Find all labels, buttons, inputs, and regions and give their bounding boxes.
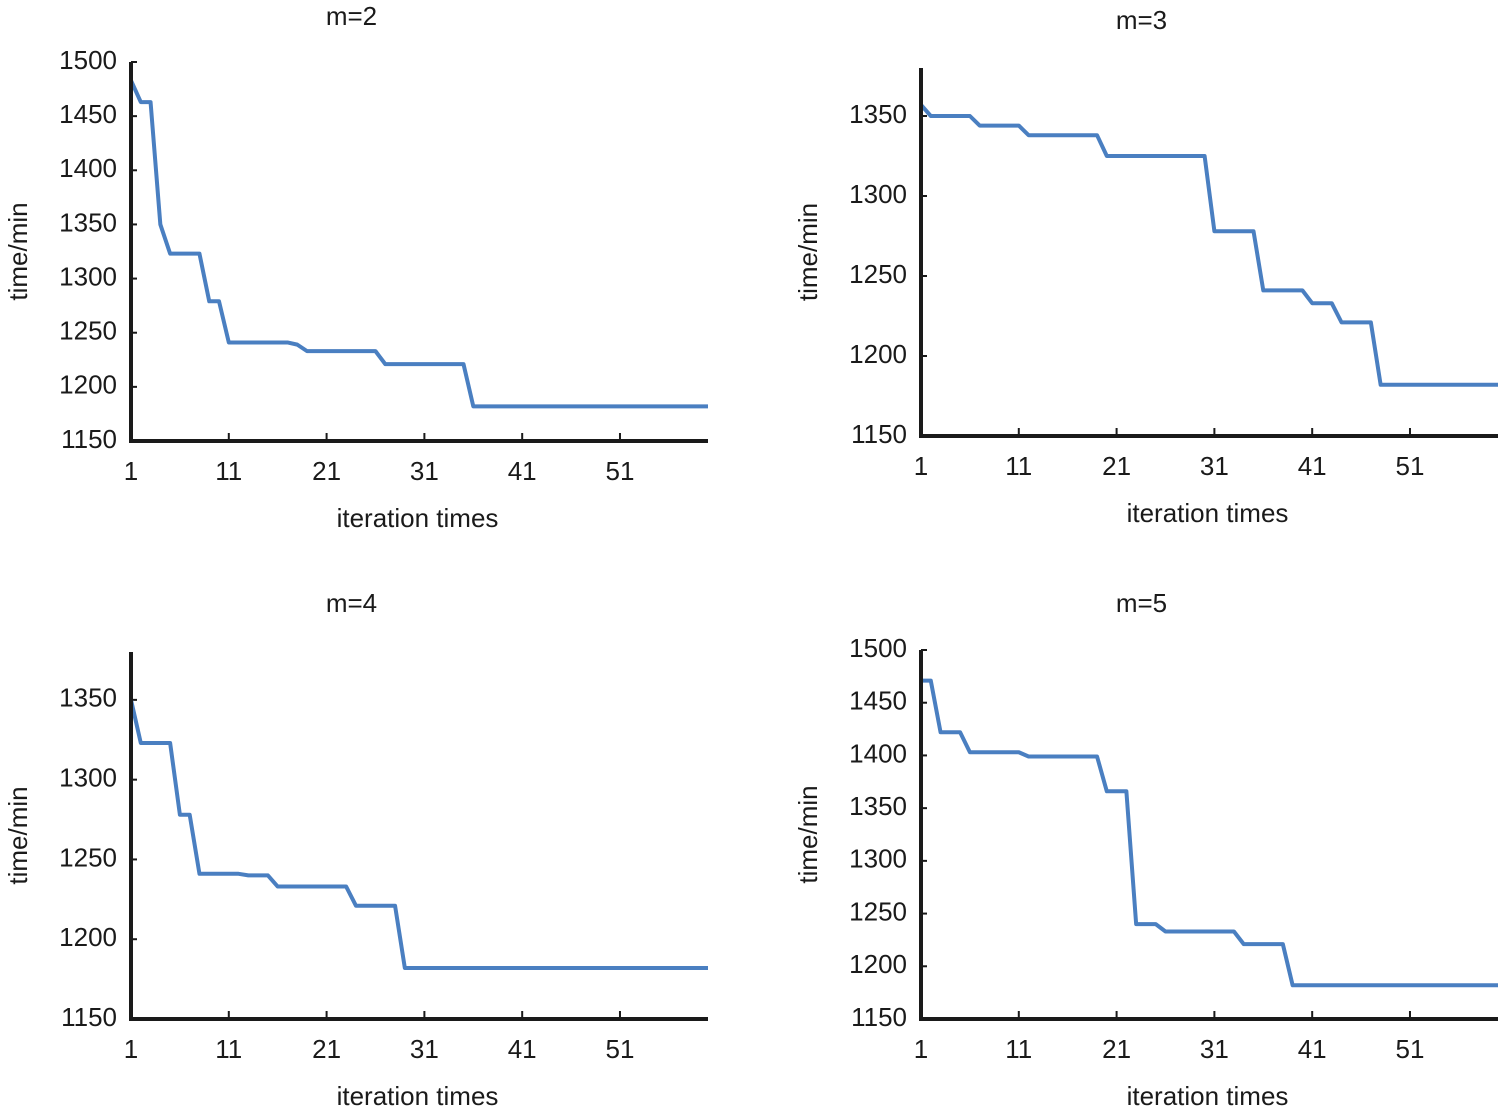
- y-tick-label: 1300: [849, 844, 907, 874]
- x-tick-label: 31: [410, 456, 439, 486]
- y-tick-label: 1300: [59, 763, 117, 793]
- x-tick-label: 31: [1200, 451, 1229, 481]
- y-tick-label: 1300: [849, 179, 907, 209]
- x-tick-label: 51: [1396, 1034, 1425, 1064]
- y-tick-label: 1400: [59, 153, 117, 183]
- y-tick-label: 1250: [849, 896, 907, 926]
- y-tick-label: 1200: [849, 949, 907, 979]
- y-tick-label: 1200: [849, 339, 907, 369]
- chart-title: m=5: [1116, 588, 1167, 618]
- x-tick-label: 51: [606, 1034, 635, 1064]
- x-tick-label: 1: [124, 456, 138, 486]
- y-tick-label: 1150: [61, 1002, 117, 1032]
- x-tick-label: 11: [215, 456, 242, 486]
- x-tick-label: 51: [606, 456, 635, 486]
- y-tick-label: 1150: [61, 424, 117, 454]
- axis-frame: [129, 652, 708, 1021]
- chart-title: m=2: [326, 1, 377, 31]
- y-axis-label: time/min: [3, 786, 33, 884]
- x-axis-label: iteration times: [337, 1081, 499, 1111]
- x-tick-label: 1: [124, 1034, 138, 1064]
- x-tick-label: 21: [312, 456, 341, 486]
- x-tick-label: 11: [1005, 1034, 1032, 1064]
- x-axis-label: iteration times: [1127, 1081, 1289, 1111]
- axis-frame: [919, 650, 1498, 1021]
- axis-frame: [919, 68, 1498, 438]
- y-tick-label: 1500: [59, 45, 117, 75]
- x-tick-label: 31: [410, 1034, 439, 1064]
- x-tick-label: 41: [508, 1034, 537, 1064]
- x-tick-label: 31: [1200, 1034, 1229, 1064]
- y-axis-label: time/min: [793, 203, 823, 301]
- x-tick-label: 41: [1298, 1034, 1327, 1064]
- y-tick-label: 1150: [851, 419, 907, 449]
- y-tick-label: 1350: [849, 99, 907, 129]
- x-tick-label: 51: [1396, 451, 1425, 481]
- y-tick-label: 1450: [59, 99, 117, 129]
- y-tick-label: 1400: [849, 738, 907, 768]
- y-tick-label: 1200: [59, 922, 117, 952]
- x-tick-label: 21: [1102, 451, 1131, 481]
- y-axis-label: time/min: [3, 202, 33, 300]
- data-line: [129, 79, 708, 409]
- x-tick-label: 41: [508, 456, 537, 486]
- x-axis-label: iteration times: [337, 503, 499, 533]
- y-tick-label: 1250: [849, 259, 907, 289]
- data-line: [129, 699, 708, 970]
- x-tick-label: 1: [914, 451, 928, 481]
- y-tick-label: 1500: [849, 633, 907, 663]
- y-tick-label: 1300: [59, 261, 117, 291]
- y-tick-label: 1200: [59, 370, 117, 400]
- y-axis-label: time/min: [793, 785, 823, 883]
- y-tick-label: 1250: [59, 316, 117, 346]
- data-line: [919, 103, 1498, 387]
- x-tick-label: 11: [215, 1034, 242, 1064]
- x-tick-label: 21: [1102, 1034, 1131, 1064]
- data-line: [921, 678, 1498, 988]
- chart-title: m=4: [326, 588, 377, 618]
- y-tick-label: 1350: [59, 683, 117, 713]
- chart-title: m=3: [1116, 5, 1167, 35]
- axis-frame: [129, 62, 708, 443]
- x-tick-label: 11: [1005, 451, 1032, 481]
- y-tick-label: 1150: [851, 1002, 907, 1032]
- x-tick-label: 21: [312, 1034, 341, 1064]
- y-tick-label: 1350: [849, 791, 907, 821]
- x-axis-label: iteration times: [1127, 498, 1289, 528]
- y-tick-label: 1350: [59, 207, 117, 237]
- y-tick-label: 1450: [849, 686, 907, 716]
- x-tick-label: 41: [1298, 451, 1327, 481]
- y-tick-label: 1250: [59, 842, 117, 872]
- x-tick-label: 1: [914, 1034, 928, 1064]
